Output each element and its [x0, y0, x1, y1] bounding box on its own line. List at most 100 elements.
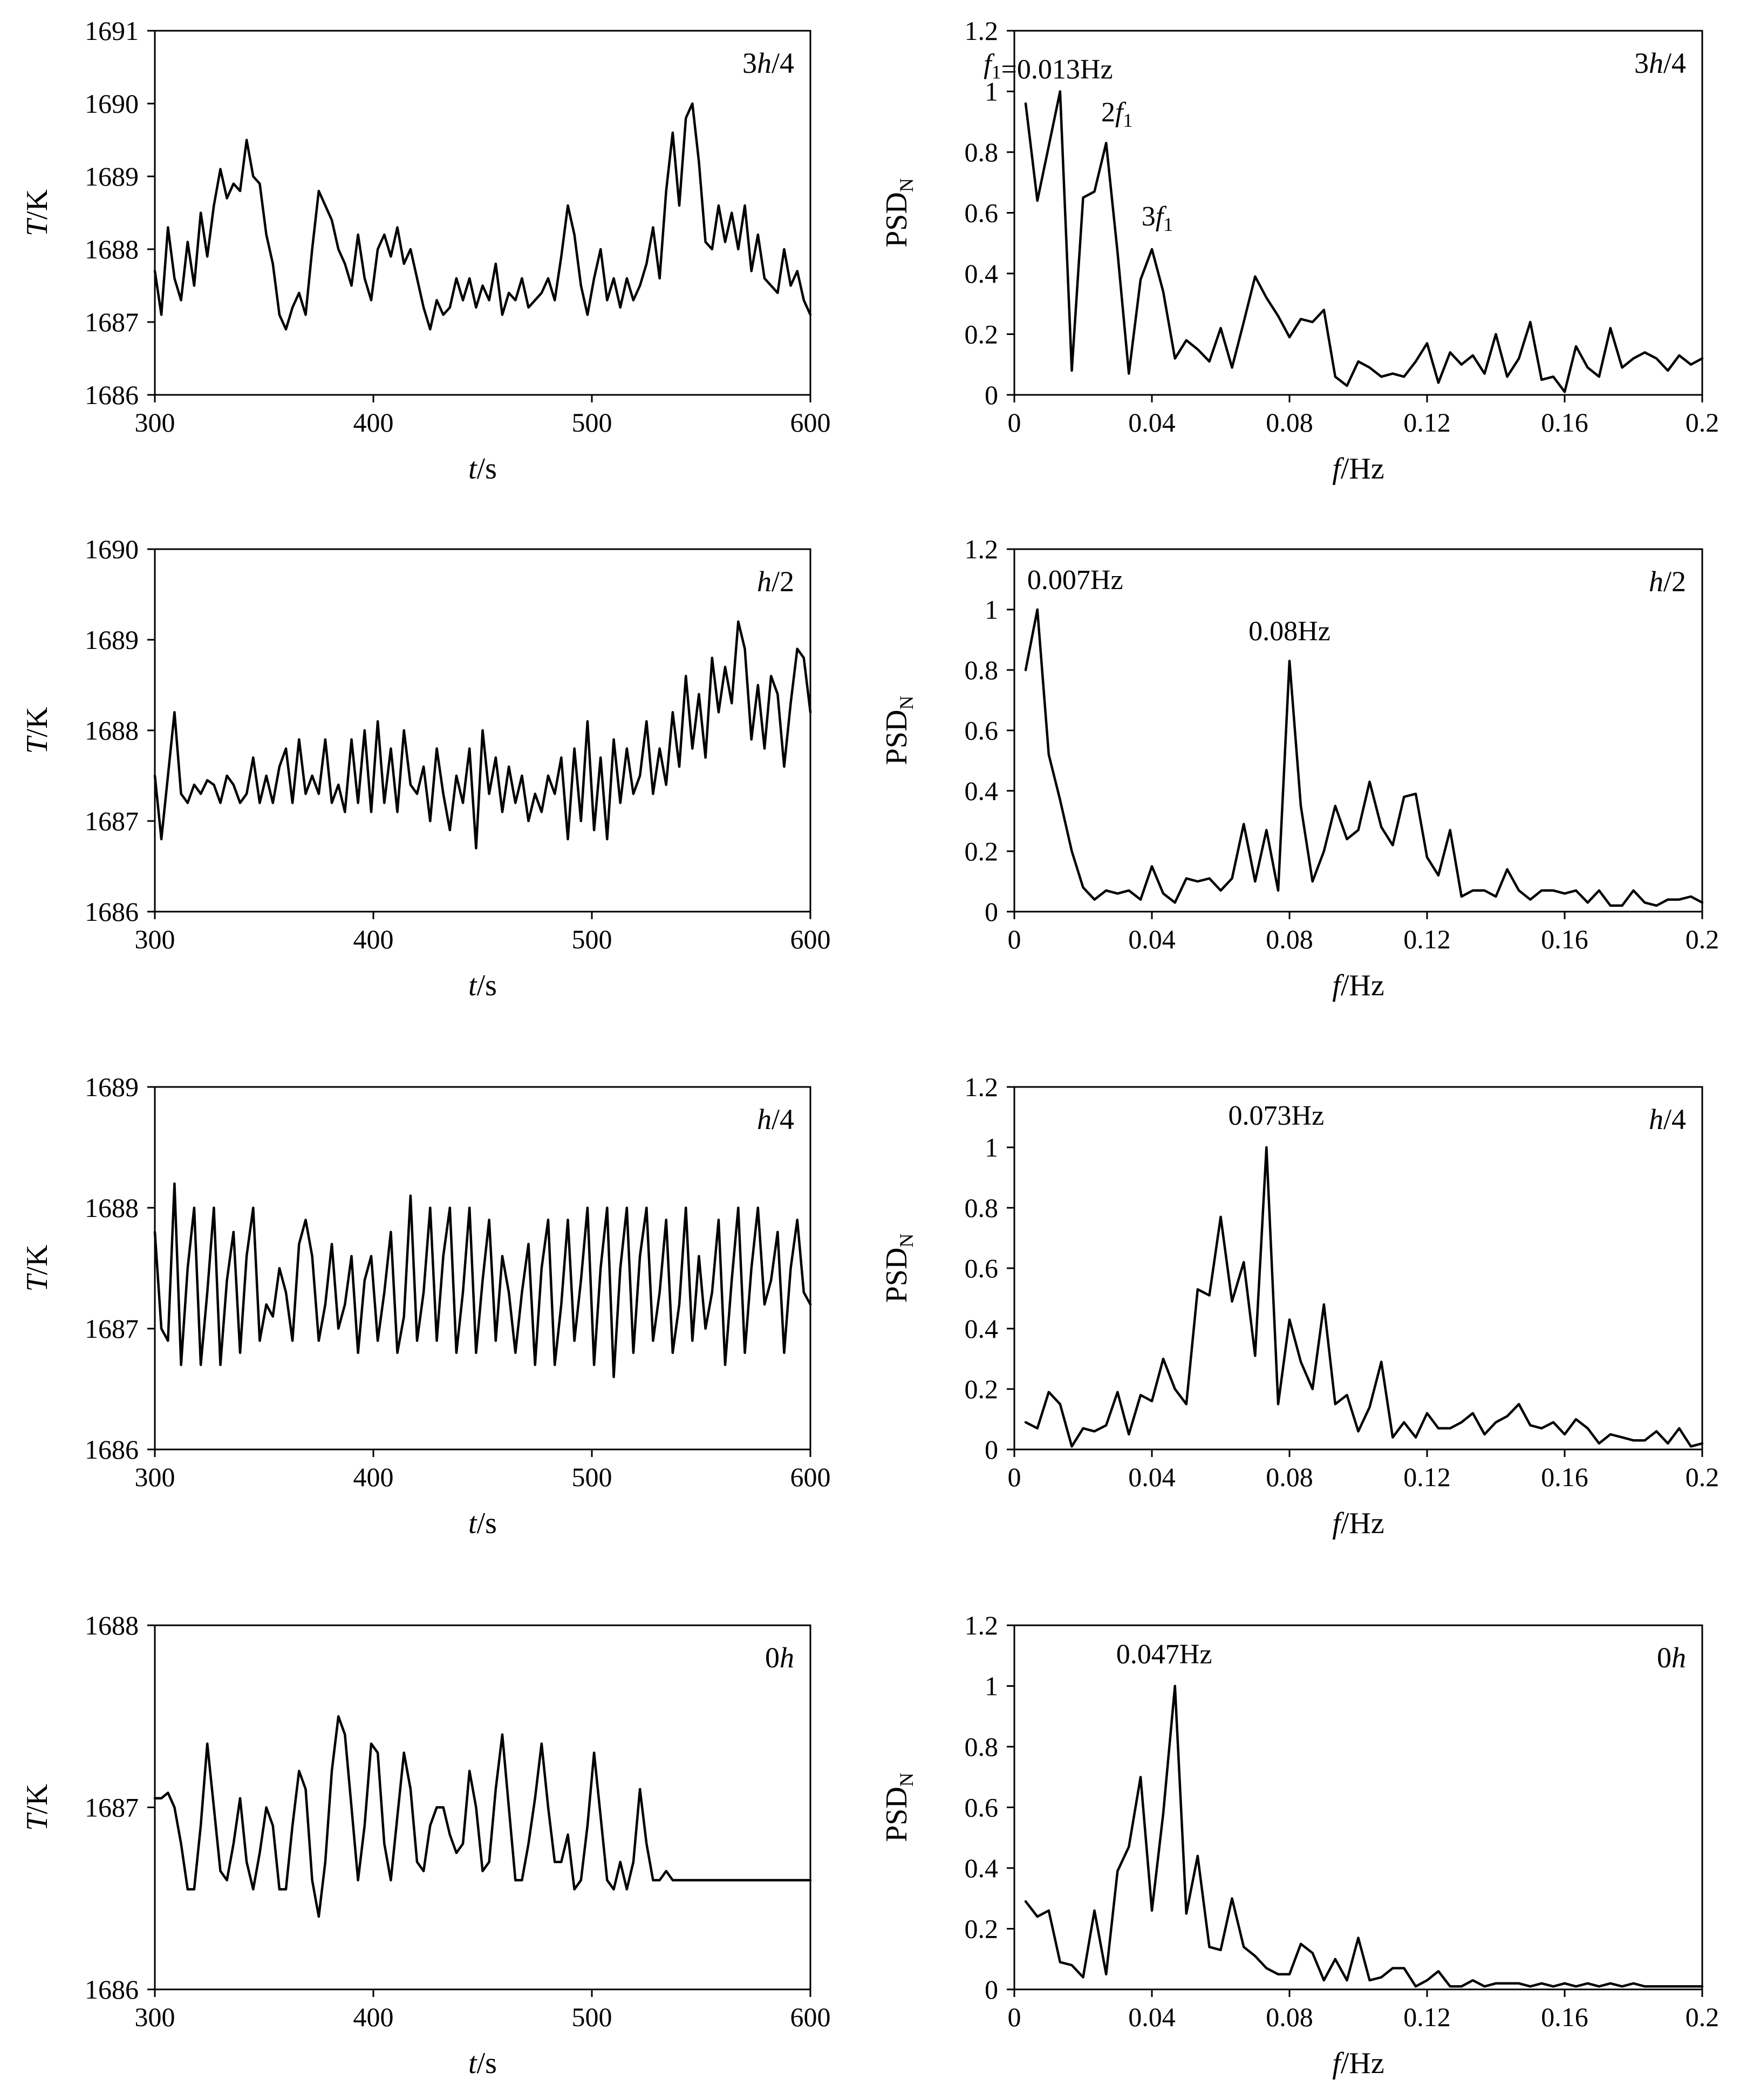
series-line-t [153, 620, 812, 850]
y-tick-label: 0.4 [965, 258, 999, 289]
y-tick-label: 0.6 [965, 715, 999, 745]
x-tick-label: 0.16 [1541, 1462, 1588, 1492]
x-axis-label: f/Hz [1332, 2047, 1384, 2080]
x-axis-label: t/s [468, 2047, 497, 2080]
x-tick-label: 600 [790, 1462, 831, 1492]
y-axis-label: T/K [21, 189, 54, 236]
y-tick-label: 0.2 [965, 836, 999, 866]
x-tick-label: 0 [1008, 924, 1021, 954]
x-tick-label: 0.04 [1128, 407, 1176, 437]
x-tick-label: 300 [135, 1462, 175, 1492]
x-tick-label: 0.04 [1128, 2002, 1176, 2032]
y-tick-label: 0.8 [965, 137, 999, 167]
y-tick-label: 1.2 [965, 16, 999, 46]
x-axis-label: f/Hz [1332, 452, 1384, 485]
x-tick-label: 600 [790, 2002, 831, 2032]
y-tick-label: 1687 [85, 806, 139, 836]
x-tick-label: 600 [790, 407, 831, 437]
x-tick-label: 500 [572, 924, 612, 954]
x-tick-label: 0.04 [1128, 924, 1176, 954]
y-tick-label: 1687 [85, 1793, 139, 1823]
y-tick-label: 1 [985, 77, 998, 107]
plot-frame [1013, 1624, 1703, 1990]
y-axis-label: PSDN [880, 1773, 917, 1842]
chart-temperature-h2: 300 400 500 600 1686 1687 1688 1689 1690 t/s T/K h/… [21, 534, 831, 1002]
plot-frame [154, 30, 811, 396]
y-tick-label: 1689 [85, 161, 139, 191]
position-label: 3h/4 [1634, 47, 1686, 79]
y-tick-label: 0.2 [965, 1374, 999, 1404]
y-tick-label: 0.6 [965, 1793, 999, 1823]
chart-temperature-3h4: 300 400 500 600 1686 1687 1688 1689 1690 1691 t/s T… [21, 16, 831, 485]
annotation-peak: 0.047Hz [1116, 1639, 1212, 1670]
y-tick-label: 1689 [85, 625, 139, 655]
x-tick-label: 0.12 [1403, 924, 1451, 954]
y-tick-label: 1690 [85, 534, 139, 564]
x-axis-label: f/Hz [1332, 1507, 1384, 1540]
y-axis-label: PSDN [880, 696, 917, 765]
x-tick-label: 0 [1008, 1462, 1021, 1492]
x-tick-label: 0.16 [1541, 407, 1588, 437]
y-tick-label: 1686 [85, 1974, 139, 2005]
plot-frame [154, 1624, 811, 1990]
position-label: h/2 [1649, 565, 1686, 598]
series-line-psd [1024, 1146, 1704, 1448]
annotation-peak-a: 0.007Hz [1027, 565, 1123, 596]
plot-frame [1013, 30, 1703, 396]
annotation-3f1: 3f1 [1142, 201, 1173, 235]
y-tick-label: 0.6 [965, 198, 999, 228]
x-tick-label: 400 [353, 1462, 394, 1492]
y-tick-label: 0.4 [965, 776, 999, 806]
x-tick-label: 0.2 [1686, 407, 1719, 437]
x-tick-label: 0.04 [1128, 1462, 1176, 1492]
y-axis-label: T/K [21, 1244, 54, 1291]
chart-psd-h4: 0 0.04 0.08 0.12 0.16 0.2 0 0.2 0.4 0.6 0.8 1 1.2 f/H… [880, 1072, 1719, 1540]
series-line-t [153, 1715, 812, 1918]
y-tick-label: 1688 [85, 1610, 139, 1640]
x-tick-label: 300 [135, 407, 175, 437]
x-axis-label: f/Hz [1332, 969, 1384, 1002]
annotation-2f1: 2f1 [1101, 97, 1132, 131]
x-tick-label: 0.12 [1403, 2002, 1451, 2032]
x-tick-label: 0.2 [1686, 2002, 1719, 2032]
x-tick-label: 400 [353, 407, 394, 437]
y-tick-label: 0.8 [965, 655, 999, 685]
series-line-psd [1024, 1685, 1704, 1988]
y-tick-label: 1 [985, 1132, 998, 1162]
x-tick-label: 400 [353, 924, 394, 954]
y-axis-label: T/K [21, 1784, 54, 1831]
y-axis-label: PSDN [880, 178, 917, 248]
y-tick-label: 1686 [85, 1434, 139, 1465]
y-tick-label: 1688 [85, 1193, 139, 1223]
chart-temperature-h4: 300 400 500 600 1686 1687 1688 1689 t/s T/K h/4 [21, 1072, 831, 1540]
x-tick-label: 0.2 [1686, 924, 1719, 954]
x-tick-label: 0.08 [1266, 2002, 1313, 2032]
y-axis-label: T/K [21, 707, 54, 754]
x-tick-label: 0.2 [1686, 1462, 1719, 1492]
y-tick-label: 0 [985, 1434, 998, 1465]
y-tick-label: 0.6 [965, 1253, 999, 1283]
y-tick-label: 1687 [85, 1314, 139, 1344]
y-tick-label: 0 [985, 1974, 998, 2005]
x-tick-label: 0.08 [1266, 1462, 1313, 1492]
y-tick-label: 1.2 [965, 1610, 999, 1640]
x-axis-label: t/s [468, 452, 497, 485]
y-tick-label: 1 [985, 1671, 998, 1701]
x-tick-label: 0.08 [1266, 924, 1313, 954]
series-line-psd [1024, 608, 1704, 907]
y-tick-label: 1691 [85, 16, 139, 46]
annotation-peak: 0.073Hz [1229, 1100, 1325, 1131]
y-tick-label: 1686 [85, 380, 139, 410]
chart-temperature-0h: 300 400 500 600 1686 1687 1688 t/s T/K 0h [21, 1610, 831, 2080]
y-tick-label: 1690 [85, 88, 139, 119]
x-axis-label: t/s [468, 1507, 497, 1540]
plot-frame [154, 1086, 811, 1451]
position-label: 0h [1657, 1641, 1686, 1674]
x-tick-label: 0.16 [1541, 2002, 1588, 2032]
x-tick-label: 0.12 [1403, 1462, 1451, 1492]
x-tick-label: 0 [1008, 2002, 1021, 2032]
annotation-peak-b: 0.08Hz [1248, 616, 1330, 647]
position-label: h/2 [757, 565, 794, 598]
x-tick-label: 400 [353, 2002, 394, 2032]
x-tick-label: 0 [1008, 407, 1021, 437]
